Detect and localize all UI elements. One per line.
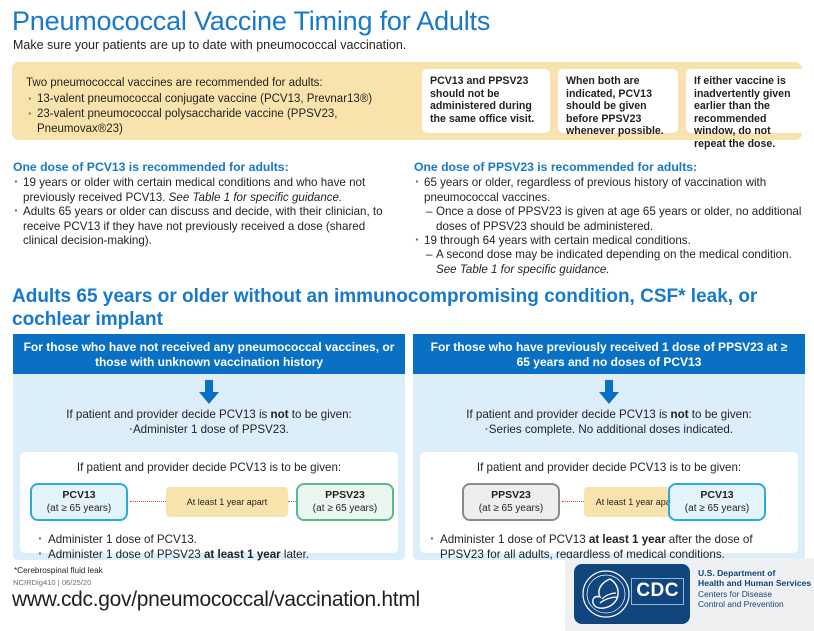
list-item: Administer 1 dose of PCV13 at least 1 ye… [430,531,798,562]
list-item-text: 65 years or older, regardless of previou… [424,176,767,204]
flow-sequence: PPSV23 (at ≥ 65 years) At least 1 year a… [420,483,798,523]
agency-name: U.S. Department of Health and Human Serv… [698,568,814,610]
agency-line-2: Health and Human Services [698,578,812,589]
vaccine-list-block: Two pneumococcal vaccines are recommende… [26,76,411,137]
flow-panel-prior-ppsv23: For those who have previously received 1… [413,334,805,561]
list-item: Adults 65 years or older can discuss and… [13,203,403,248]
fact-card-coadministration: PCV13 and PPSV23 should not be administe… [422,69,550,133]
decision-text: If patient and provider decide PCV13 is … [466,408,752,421]
flow-box-name: PPSV23 [325,489,365,501]
vaccine-list-lead: Two pneumococcal vaccines are recommende… [26,77,323,89]
list-item-sub: A second dose may be indicated depending… [414,248,806,277]
flow-panel-body: If patient and provider decide PCV13 is … [413,374,805,561]
flow-notes: Administer 1 dose of PCV13 at least 1 ye… [420,523,798,562]
flow-box-pcv13: PCV13 (at ≥ 65 years) [30,483,128,521]
flow-box-name: PPSV23 [491,489,531,501]
flow-box-name: PCV13 [700,489,734,501]
dotted-connector-left [562,501,584,502]
decision-pcv13-given: If patient and provider decide PCV13 is … [76,461,342,474]
note-tail: after the dose of PPSV23 for all adults,… [440,533,753,561]
flow-box-ppsv23: PPSV23 (at ≥ 65 years) [462,483,560,521]
flow-inner-card: If patient and provider decide PCV13 is … [20,452,398,561]
decision-bullet: Administer 1 dose of PPSV23. [13,423,405,438]
list-item: 65 years or older, regardless of previou… [414,174,806,205]
flow-box-age: (at ≥ 65 years) [46,503,112,514]
flow-panel-header: For those who have previously received 1… [413,334,805,374]
key-facts-band: Two pneumococcal vaccines are recommende… [12,62,808,150]
section-heading: Adults 65 years or older without an immu… [12,286,758,330]
footnote-csf: *Cerebrospinal fluid leak [14,566,103,575]
decision-no-pcv13: If patient and provider decide PCV13 is … [413,408,805,437]
flow-inner-card: If patient and provider decide PCV13 is … [420,452,798,561]
agency-line-4: Control and Prevention [698,599,784,610]
list-item: Administer 1 dose of PPSV23 at least 1 y… [38,546,398,563]
arrow-down-icon [599,380,619,404]
list-item-emphasis: See Table 1 for specific guidance. [436,262,610,276]
agency-line-1: U.S. Department of [698,568,776,578]
list-item-text: Once a dose of PPSV23 is given at age 65… [436,205,802,233]
list-item-sub: Once a dose of PPSV23 is given at age 65… [414,205,806,234]
interval-label: At least 1 year apart [166,487,288,517]
decision-no-pcv13: If patient and provider decide PCV13 is … [13,408,405,437]
list-item: 13-valent pneumococcal conjugate vaccine… [26,91,411,107]
flow-box-pcv13: PCV13 (at ≥ 65 years) [668,483,766,521]
recommendation-heading: One dose of PPSV23 is recommended for ad… [414,160,698,174]
dotted-connector-left [130,501,166,502]
flow-sequence: PCV13 (at ≥ 65 years) At least 1 year ap… [20,483,398,523]
list-item: 19 years or older with certain medical c… [13,174,403,205]
note-emphasis: at least 1 year [203,547,281,561]
recommendation-list: 19 years or older with certain medical c… [13,174,403,248]
list-item-text: 19 through 64 years with certain medical… [424,234,691,248]
flow-panel-no-prior-vaccines: For those who have not received any pneu… [13,334,405,561]
arrow-down-icon [199,380,219,404]
flow-box-ppsv23: PPSV23 (at ≥ 65 years) [296,483,394,521]
document-id: NCIRDig410 | 06/25/20 [13,578,92,587]
fact-card-early-dose: If either vaccine is inadvertently given… [686,69,808,150]
flow-box-age: (at ≥ 65 years) [478,503,544,514]
flow-box-age: (at ≥ 65 years) [312,503,378,514]
note-emphasis: at least 1 year [588,533,666,546]
flow-panel-body: If patient and provider decide PCV13 is … [13,374,405,561]
hhs-seal-icon [582,570,630,618]
decision-bullet: Series complete. No additional doses ind… [413,423,805,438]
flow-panel-header: For those who have not received any pneu… [13,334,405,374]
flow-box-name: PCV13 [62,489,96,501]
list-item: Administer 1 dose of PCV13. [38,531,398,548]
agency-line-3: Centers for Disease [698,588,773,599]
recommendation-list: 65 years or older, regardless of previou… [414,174,806,277]
vaccine-list: 13-valent pneumococcal conjugate vaccine… [26,91,411,137]
recommendation-heading: One dose of PCV13 is recommended for adu… [13,160,289,174]
list-item-text: 19 years or older with certain medical c… [23,176,366,204]
note-text: Administer 1 dose of PCV13 [440,533,589,546]
decision-pcv13-given: If patient and provider decide PCV13 is … [476,461,742,474]
page-title: Pneumococcal Vaccine Timing for Adults [12,6,491,36]
note-text: Administer 1 dose of PPSV23 [48,547,204,561]
hhs-cdc-logo: CDC [574,564,690,624]
list-item: 23-valent pneumococcal polysaccharide va… [26,106,411,137]
list-item: 19 through 64 years with certain medical… [414,232,806,248]
flow-box-age: (at ≥ 65 years) [684,503,750,514]
list-item-emphasis: See Table 1 for specific guidance. [168,190,343,204]
list-item-text: A second dose may be indicated depending… [436,248,792,262]
note-text: Administer 1 dose of PCV13. [48,533,197,546]
cdc-wordmark: CDC [631,578,684,605]
note-tail: later. [280,547,310,561]
fact-card-sequence: When both are indicated, PCV13 should be… [558,69,678,137]
page-subtitle: Make sure your patients are up to date w… [13,38,407,52]
list-item-text: Adults 65 years or older can discuss and… [23,205,383,248]
decision-text: If patient and provider decide PCV13 is … [66,408,352,421]
recommendation-column-ppsv23: One dose of PPSV23 is recommended for ad… [414,160,806,277]
flow-notes: Administer 1 dose of PCV13. Administer 1… [20,523,398,562]
cdc-url[interactable]: www.cdc.gov/pneumococcal/vaccination.htm… [12,588,420,611]
recommendation-column-pcv13: One dose of PCV13 is recommended for adu… [13,160,403,248]
